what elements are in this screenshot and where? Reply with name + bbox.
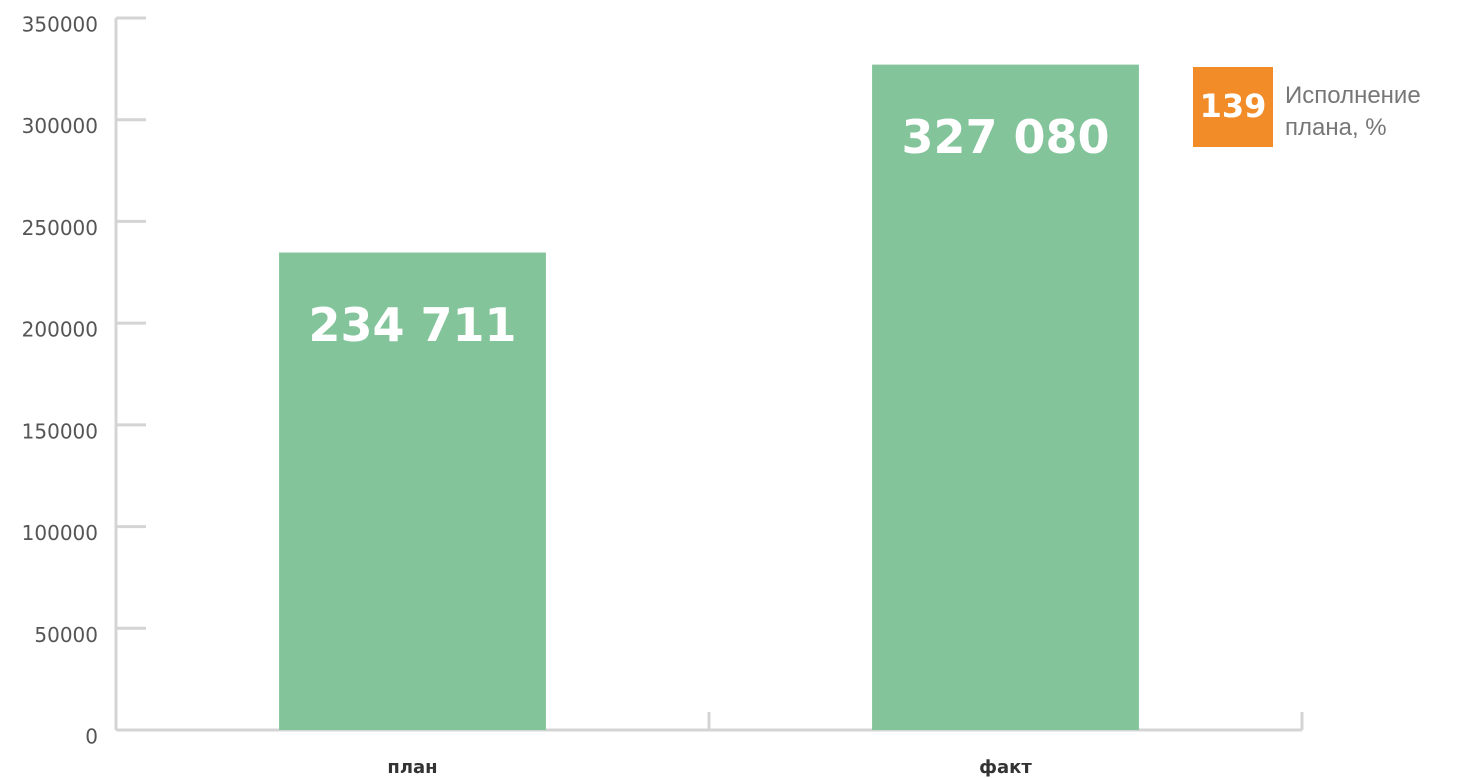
x-tick-label: факт: [979, 757, 1032, 778]
y-tick-label: 0: [85, 725, 98, 749]
annotation-label: Исполнение плана, %: [1285, 82, 1421, 141]
x-tick-label: план: [387, 757, 437, 778]
y-tick-label: 200000: [22, 318, 98, 342]
y-tick-label: 350000: [22, 13, 98, 37]
y-tick-label: 100000: [22, 521, 98, 545]
bar: [279, 252, 546, 730]
value-label: 234 711: [308, 298, 516, 352]
y-tick-label: 150000: [22, 419, 98, 443]
annotation-box: [1193, 67, 1273, 147]
y-tick-label: 50000: [34, 623, 98, 647]
value-label: 327 080: [901, 110, 1109, 164]
y-tick-label: 300000: [22, 114, 98, 138]
bar: [872, 64, 1139, 730]
y-tick-label: 250000: [22, 216, 98, 240]
annotation-value: 139: [1200, 87, 1267, 125]
